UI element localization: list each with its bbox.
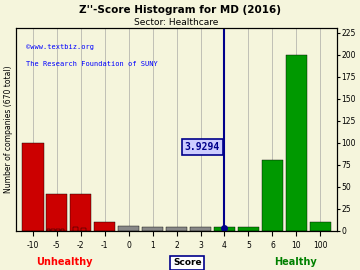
Bar bbox=[142, 227, 163, 231]
Bar bbox=[51, 229, 55, 231]
Bar bbox=[310, 222, 331, 231]
Bar bbox=[118, 226, 139, 231]
Title: Sector: Healthcare: Sector: Healthcare bbox=[134, 18, 219, 27]
Bar bbox=[70, 194, 91, 231]
Text: Healthy: Healthy bbox=[274, 257, 316, 267]
Text: Unhealthy: Unhealthy bbox=[37, 257, 93, 267]
Text: ©www.textbiz.org: ©www.textbiz.org bbox=[26, 44, 94, 50]
Bar bbox=[56, 229, 59, 231]
Text: Z''-Score Histogram for MD (2016): Z''-Score Histogram for MD (2016) bbox=[79, 5, 281, 15]
Bar bbox=[73, 227, 78, 231]
Bar bbox=[81, 228, 86, 231]
Bar bbox=[285, 55, 307, 231]
Bar bbox=[238, 227, 259, 231]
Bar bbox=[22, 143, 44, 231]
Bar bbox=[214, 227, 235, 231]
Bar bbox=[262, 160, 283, 231]
Y-axis label: Number of companies (670 total): Number of companies (670 total) bbox=[4, 66, 13, 193]
Bar bbox=[190, 227, 211, 231]
Bar bbox=[46, 194, 67, 231]
Bar bbox=[47, 229, 50, 231]
Bar bbox=[166, 227, 187, 231]
Text: The Research Foundation of SUNY: The Research Foundation of SUNY bbox=[26, 60, 157, 67]
Text: Score: Score bbox=[173, 258, 202, 267]
Text: 3.9294: 3.9294 bbox=[184, 142, 220, 152]
Bar bbox=[61, 229, 64, 231]
Bar bbox=[94, 222, 116, 231]
